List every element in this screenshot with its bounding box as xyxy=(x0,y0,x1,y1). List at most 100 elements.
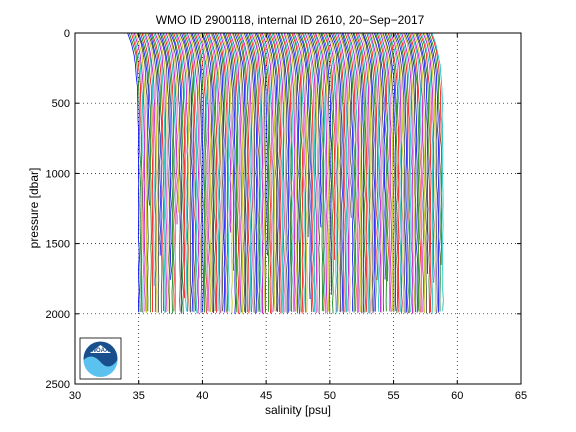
profile-line xyxy=(378,32,391,312)
profile-line xyxy=(420,32,434,314)
profile-line xyxy=(181,32,193,312)
profile-line xyxy=(250,32,264,314)
profile-line xyxy=(384,32,397,312)
profile-line xyxy=(309,32,322,228)
profile-line xyxy=(225,32,238,313)
profile-line xyxy=(380,32,394,312)
profile-line xyxy=(407,32,420,312)
profile-line xyxy=(222,32,235,271)
profile-line xyxy=(272,32,285,313)
profile-line xyxy=(325,32,337,314)
profile-line xyxy=(219,32,232,233)
profile-line xyxy=(130,32,143,312)
profile-line xyxy=(371,32,384,312)
profile-line xyxy=(314,32,326,314)
profile-line xyxy=(171,32,184,314)
profile-line xyxy=(190,32,203,313)
profile-line xyxy=(133,32,146,312)
profile-line xyxy=(138,32,150,206)
profile-line xyxy=(255,32,268,256)
profile-line xyxy=(356,32,369,313)
profile-line xyxy=(382,32,395,313)
profile-line xyxy=(413,32,426,314)
profile-line xyxy=(393,32,406,314)
profile-line xyxy=(173,32,186,299)
profile-line xyxy=(298,32,311,299)
profile-line xyxy=(245,32,258,314)
profile-line xyxy=(176,32,189,312)
profile-line xyxy=(149,32,161,256)
profile-line xyxy=(201,32,213,313)
profile-line xyxy=(364,32,377,312)
profile-line xyxy=(210,32,222,313)
profile-line xyxy=(216,32,229,313)
profile-line xyxy=(232,32,245,312)
x-tick-label: 60 xyxy=(451,390,463,402)
profile-line xyxy=(349,32,362,312)
profile-line xyxy=(188,32,201,278)
profile-line xyxy=(300,32,313,313)
profile-line xyxy=(284,32,297,312)
profile-line xyxy=(140,32,152,313)
profile-line xyxy=(410,32,423,313)
profile-line xyxy=(428,32,441,312)
profile-line xyxy=(274,32,287,312)
profile-line xyxy=(431,32,444,312)
profile-line xyxy=(327,32,340,312)
profile-line xyxy=(212,32,226,313)
profile-line xyxy=(182,32,195,313)
profile-line xyxy=(318,32,331,314)
x-tick-label: 40 xyxy=(196,390,208,402)
profile-line xyxy=(370,32,383,313)
profile-line xyxy=(191,32,204,313)
profile-line xyxy=(320,32,333,295)
profile-line xyxy=(292,32,305,313)
profile-line xyxy=(208,32,221,314)
profile-line xyxy=(409,32,421,313)
profile-line xyxy=(275,32,288,314)
profile-line xyxy=(193,32,206,313)
profile-line xyxy=(315,32,328,313)
profile-line xyxy=(197,32,210,312)
x-tick-label: 50 xyxy=(324,390,336,402)
profile-line xyxy=(235,32,249,313)
profile-line xyxy=(399,32,412,313)
profile-line xyxy=(127,32,140,313)
profile-line xyxy=(396,32,409,314)
profile-line xyxy=(141,32,154,313)
profile-line xyxy=(418,32,430,314)
profile-line xyxy=(312,32,325,312)
profile-line xyxy=(401,32,414,314)
profile-line xyxy=(164,32,177,314)
profile-line xyxy=(310,32,323,312)
profile-line xyxy=(196,32,209,312)
noaa-logo-text: NOAA xyxy=(92,348,110,354)
y-axis-label: pressure [dbar] xyxy=(27,168,41,249)
profile-line xyxy=(283,32,296,312)
profile-line xyxy=(151,32,164,312)
profile-line xyxy=(227,32,239,314)
profile-line xyxy=(241,32,255,313)
y-tick-label: 1000 xyxy=(46,168,70,180)
chart-title: WMO ID 2900118, internal ID 2610, 20−Sep… xyxy=(156,13,425,27)
profile-line xyxy=(352,32,365,313)
profile-line xyxy=(330,32,343,312)
profile-line xyxy=(389,32,401,312)
profile-line xyxy=(234,32,247,313)
profile-line xyxy=(297,32,310,238)
profile-line xyxy=(385,32,398,314)
profile-line xyxy=(281,32,294,313)
profile-line xyxy=(369,32,381,313)
x-tick-label: 35 xyxy=(133,390,145,402)
profile-line xyxy=(135,32,148,314)
profile-line xyxy=(184,32,197,312)
profile-line xyxy=(159,32,172,280)
x-tick-label: 30 xyxy=(69,390,81,402)
profile-line xyxy=(341,32,354,312)
profile-line xyxy=(426,32,440,313)
profile-line xyxy=(231,32,244,314)
profile-line xyxy=(147,32,160,313)
profile-line xyxy=(430,32,443,266)
profile-line xyxy=(293,32,307,313)
profile-line xyxy=(150,32,163,313)
